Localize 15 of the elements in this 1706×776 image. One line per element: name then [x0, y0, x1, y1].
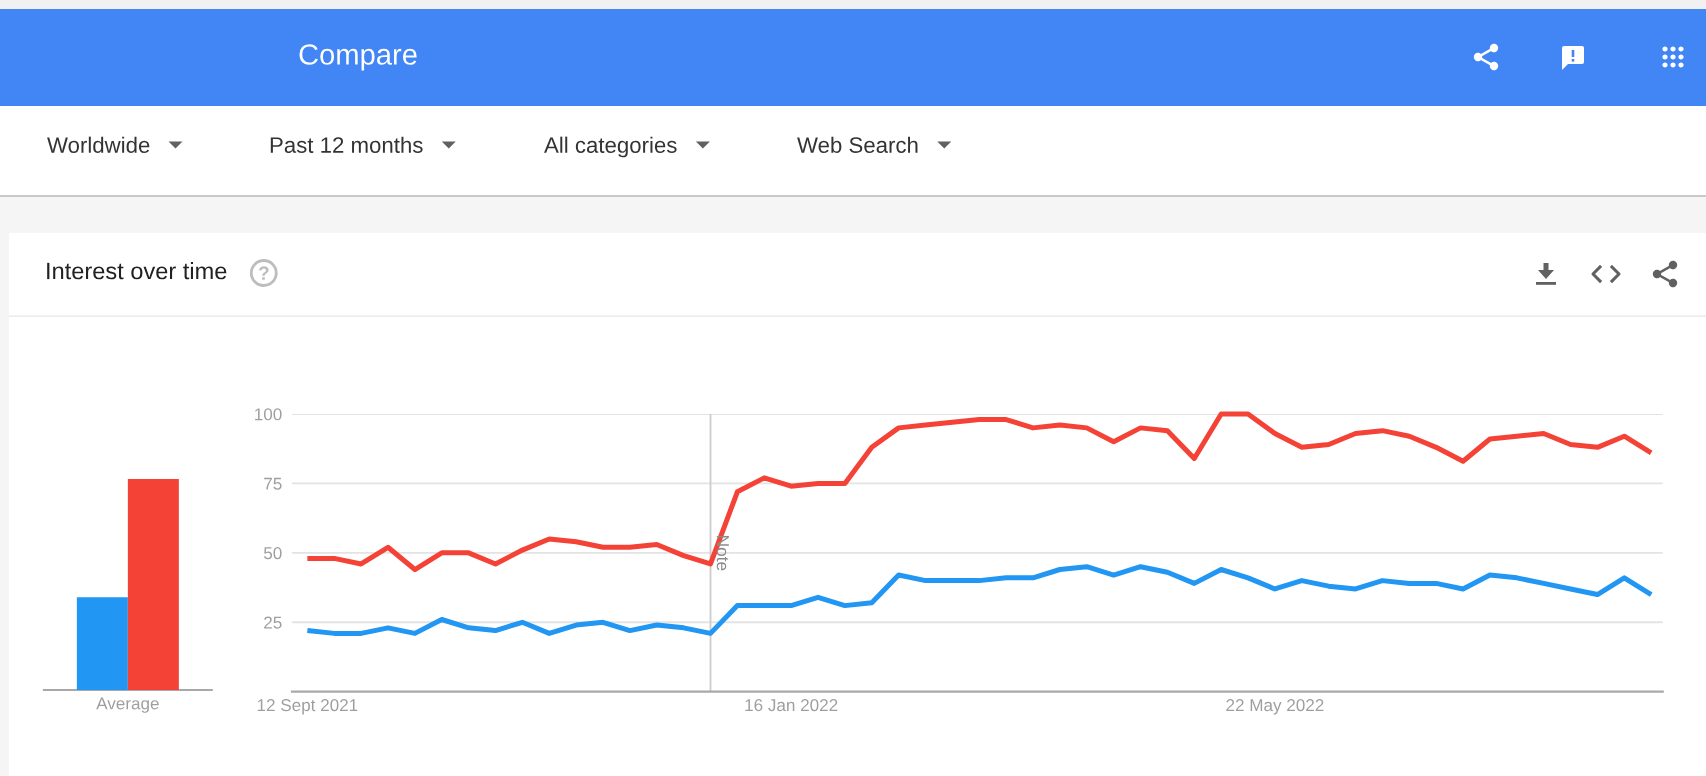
x-tick-label: 12 Sept 2021	[257, 699, 358, 715]
text: Compare	[299, 44, 417, 71]
text: Past 12 months	[270, 136, 423, 153]
y-tick-label: 50	[263, 547, 282, 560]
chart-title: Interest over time	[47, 262, 227, 280]
y-tick-label: 25	[264, 616, 282, 629]
x-tick-label: 16 Jan 2022	[745, 699, 838, 712]
y-tick-label: 100	[255, 408, 282, 421]
ref-line-label: Note	[716, 535, 729, 571]
y-tick-label: 75	[264, 477, 282, 490]
text: Web Search	[797, 136, 918, 153]
text: Worldwide	[47, 136, 150, 153]
text: All categories	[544, 136, 677, 158]
x-tick-label: 22 May 2022	[1226, 699, 1324, 715]
x-tick-label: Average	[96, 697, 159, 713]
